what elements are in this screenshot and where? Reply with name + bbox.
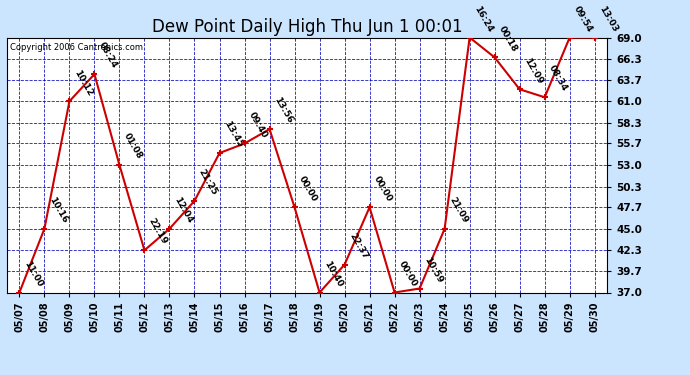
Text: 22:19: 22:19 bbox=[147, 217, 169, 246]
Text: 09:54: 09:54 bbox=[572, 4, 594, 33]
Text: 16:24: 16:24 bbox=[472, 4, 494, 33]
Text: 00:00: 00:00 bbox=[397, 260, 419, 288]
Text: 00:18: 00:18 bbox=[497, 24, 519, 54]
Text: 00:00: 00:00 bbox=[372, 174, 394, 203]
Text: 12:09: 12:09 bbox=[522, 56, 544, 86]
Text: 22:37: 22:37 bbox=[347, 231, 369, 261]
Text: 21:25: 21:25 bbox=[197, 168, 219, 197]
Text: 08:24: 08:24 bbox=[97, 41, 119, 70]
Text: 11:00: 11:00 bbox=[22, 260, 44, 288]
Text: 10:40: 10:40 bbox=[322, 260, 344, 288]
Text: 09:40: 09:40 bbox=[247, 110, 269, 140]
Text: 08:34: 08:34 bbox=[547, 64, 569, 93]
Text: 01:08: 01:08 bbox=[122, 132, 144, 161]
Text: 10:59: 10:59 bbox=[422, 255, 444, 285]
Text: 13:45: 13:45 bbox=[222, 120, 244, 149]
Text: 12:04: 12:04 bbox=[172, 195, 194, 225]
Text: 10:12: 10:12 bbox=[72, 68, 94, 97]
Text: 00:00: 00:00 bbox=[297, 174, 319, 203]
Text: 13:56: 13:56 bbox=[272, 96, 294, 125]
Text: Copyright 2006 Cantronics.com: Copyright 2006 Cantronics.com bbox=[10, 43, 143, 52]
Text: 21:09: 21:09 bbox=[447, 195, 469, 225]
Text: 10:16: 10:16 bbox=[47, 196, 69, 225]
Title: Dew Point Daily High Thu Jun 1 00:01: Dew Point Daily High Thu Jun 1 00:01 bbox=[152, 18, 462, 36]
Text: 13:03: 13:03 bbox=[598, 4, 619, 33]
